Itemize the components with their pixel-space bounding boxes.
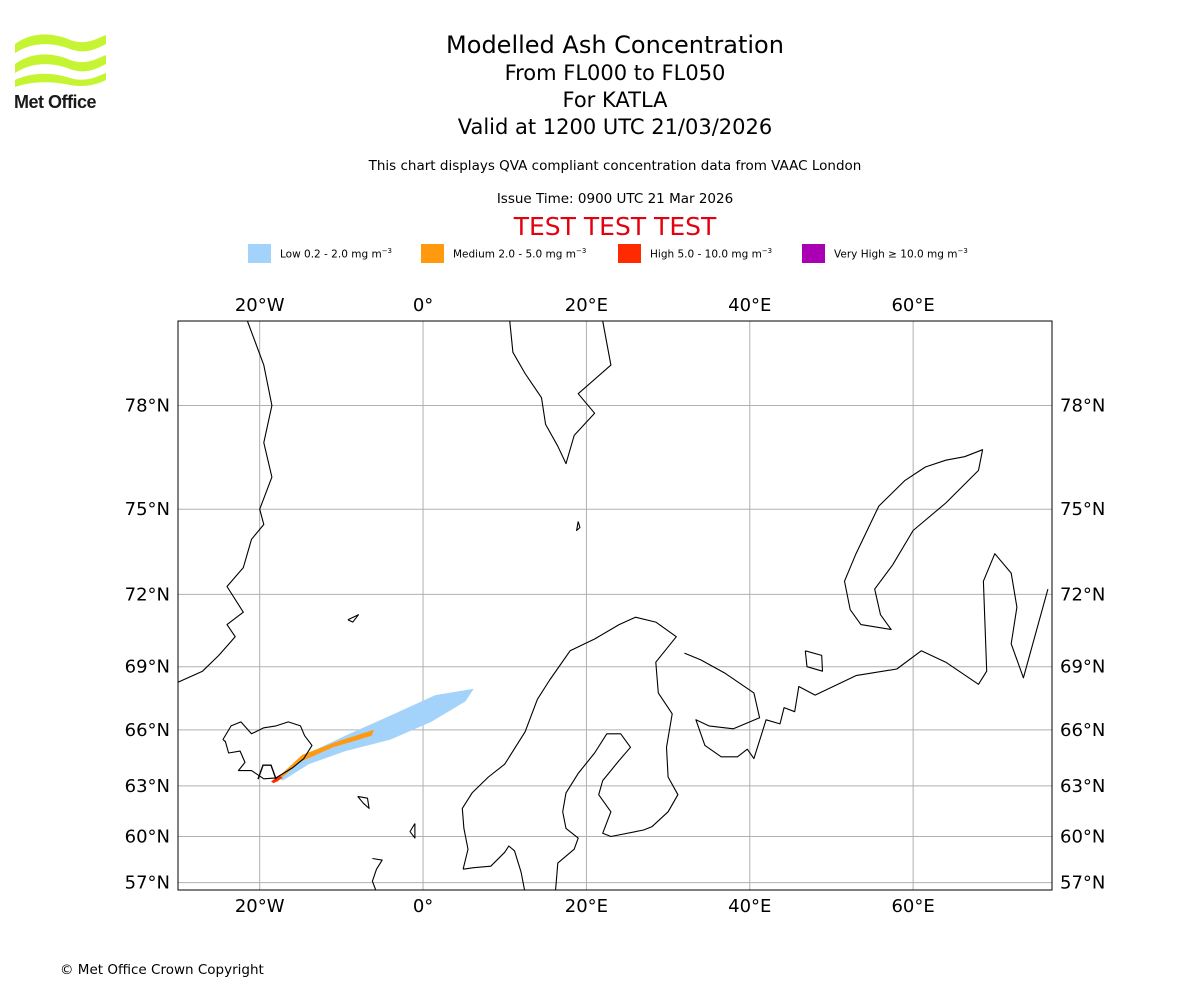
legend-item-high: High 5.0 - 10.0 mg m−3 — [618, 244, 772, 263]
ash-plume — [271, 688, 474, 784]
coastline — [684, 553, 1049, 760]
volcano-name-line: For KATLA — [562, 88, 668, 112]
chart-subtitle: This chart displays QVA compliant concen… — [368, 158, 862, 174]
lat-tick-label-right: 57°N — [1060, 873, 1105, 894]
legend-swatch-very-high — [802, 244, 825, 263]
chart-titles: Modelled Ash Concentration From FL000 to… — [265, 30, 965, 141]
lat-tick-label-left: 63°N — [125, 776, 170, 797]
ash-medium-area — [274, 729, 374, 783]
test-banner: TEST TEST TEST — [513, 212, 717, 241]
flight-level-range: From FL000 to FL050 — [504, 61, 726, 85]
ash-low-area — [280, 688, 474, 781]
lat-tick-label-right: 75°N — [1060, 499, 1105, 520]
volcano-icon — [257, 764, 277, 780]
lon-tick-label-top: 60°E — [891, 295, 934, 316]
lat-tick-label-left: 57°N — [125, 873, 170, 894]
legend-item-low: Low 0.2 - 2.0 mg m−3 — [248, 244, 392, 263]
lon-tick-label-top: 20°E — [565, 295, 608, 316]
lat-tick-label-left: 60°N — [125, 826, 170, 847]
lat-tick-label-right: 72°N — [1060, 584, 1105, 605]
ash-high-area — [271, 775, 283, 784]
lon-tick-label-top: 0° — [413, 295, 433, 316]
lon-tick-label-top: 20°W — [235, 295, 285, 316]
coastline — [509, 321, 612, 465]
met-office-logo-text: Met Office — [14, 92, 97, 112]
legend-exponent-high: −3 — [761, 246, 773, 255]
lat-tick-label-right: 69°N — [1060, 657, 1105, 678]
volcano-marker — [257, 764, 277, 780]
coastline — [371, 857, 383, 890]
lat-tick-label-left: 66°N — [125, 720, 170, 741]
legend-exponent-low: −3 — [381, 246, 393, 255]
legend-swatch-medium — [421, 244, 444, 263]
lat-tick-label-right: 60°N — [1060, 826, 1105, 847]
coastline — [178, 321, 273, 683]
chart-title: Modelled Ash Concentration — [446, 31, 784, 59]
lat-tick-label-left: 69°N — [125, 657, 170, 678]
coastline — [461, 616, 679, 890]
valid-time: Valid at 1200 UTC 21/03/2026 — [457, 115, 773, 139]
legend: Low 0.2 - 2.0 mg m−3 Medium 2.0 - 5.0 mg… — [0, 244, 1200, 264]
legend-exponent-medium: −3 — [575, 246, 587, 255]
legend-item-medium: Medium 2.0 - 5.0 mg m−3 — [421, 244, 586, 263]
legend-swatch-high — [618, 244, 641, 263]
ash-concentration-map: 20°W 20°W 0° 0° 20°E 20°E 40°E 40°E 60°E 60°E 78°N… — [125, 295, 1106, 917]
met-office-logo: Met Office — [14, 30, 109, 112]
legend-label-low: Low 0.2 - 2.0 mg m — [280, 248, 382, 261]
lon-tick-label-top: 40°E — [728, 295, 771, 316]
legend-label-high: High 5.0 - 10.0 mg m — [650, 248, 762, 261]
lon-tick-label-bottom: 0° — [413, 896, 433, 917]
coastline — [222, 721, 313, 780]
lat-tick-label-right: 63°N — [1060, 776, 1105, 797]
lon-tick-label-bottom: 40°E — [728, 896, 771, 917]
legend-item-very-high: Very High ≥ 10.0 mg m−3 — [802, 244, 968, 263]
lat-tick-label-right: 66°N — [1060, 720, 1105, 741]
issue-time: Issue Time: 0900 UTC 21 Mar 2026 — [496, 191, 734, 207]
coastline — [409, 823, 416, 839]
lat-tick-label-left: 75°N — [125, 499, 170, 520]
legend-label-medium: Medium 2.0 - 5.0 mg m — [453, 248, 576, 261]
axis-tick-labels: 20°W 20°W 0° 0° 20°E 20°E 40°E 40°E 60°E 60°E 78°N… — [125, 295, 1106, 917]
copyright-notice: © Met Office Crown Copyright — [60, 962, 264, 978]
lat-tick-label-right: 78°N — [1060, 395, 1105, 416]
coastline — [804, 650, 824, 672]
coastline — [347, 614, 360, 623]
legend-swatch-low — [248, 244, 271, 263]
lat-tick-label-left: 72°N — [125, 584, 170, 605]
legend-exponent-very-high: −3 — [957, 246, 968, 255]
lon-tick-label-bottom: 20°W — [235, 896, 285, 917]
coastline — [576, 521, 581, 532]
coastline — [357, 795, 370, 809]
coastline — [843, 449, 984, 631]
lat-tick-label-left: 78°N — [125, 395, 170, 416]
lon-tick-label-bottom: 20°E — [565, 896, 608, 917]
coastlines — [178, 321, 1049, 890]
map-frame — [177, 320, 1053, 891]
lon-tick-label-bottom: 60°E — [891, 896, 934, 917]
graticule — [178, 321, 1052, 890]
legend-label-very-high: Very High ≥ 10.0 mg m — [834, 248, 958, 261]
met-office-wave-icon — [15, 34, 106, 87]
coastline — [463, 845, 526, 890]
